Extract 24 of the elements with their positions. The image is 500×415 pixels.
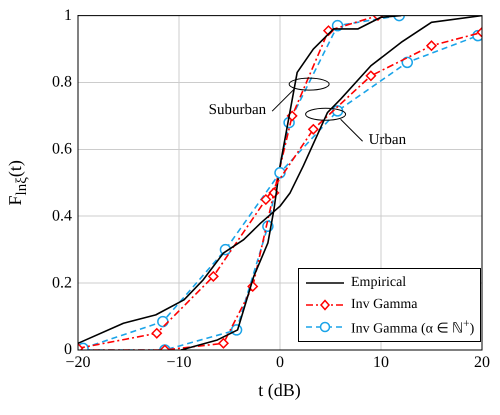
x-axis-title: t (dB) [257, 380, 302, 401]
y-tick-label: 0.4 [52, 207, 72, 224]
point [208, 271, 219, 282]
x-tick-label: 10 [373, 354, 389, 371]
point [402, 56, 414, 68]
annotation: Suburban [208, 102, 266, 120]
point [260, 194, 272, 205]
y-tick-label: 0.6 [52, 140, 72, 158]
point [366, 70, 376, 82]
point [426, 40, 437, 51]
legend-label: Inv Gamma (α ∈ ℕ$^{+}$) [351, 316, 474, 338]
y-tick-label: 0.2 [52, 274, 72, 292]
point [218, 338, 229, 349]
point [274, 167, 286, 179]
x-tick-label: −10 [166, 354, 192, 371]
point [308, 124, 319, 135]
annotation: Urban [368, 132, 406, 150]
point [152, 328, 162, 339]
y-tick-label: 0.8 [52, 74, 72, 91]
x-tick-label: 20 [474, 354, 490, 371]
legend-label: Empirical [351, 275, 406, 291]
legend-label: Inv Gamma [351, 297, 418, 313]
x-tick-label: 0 [276, 354, 284, 371]
y-tick-label: 1 [64, 6, 72, 24]
